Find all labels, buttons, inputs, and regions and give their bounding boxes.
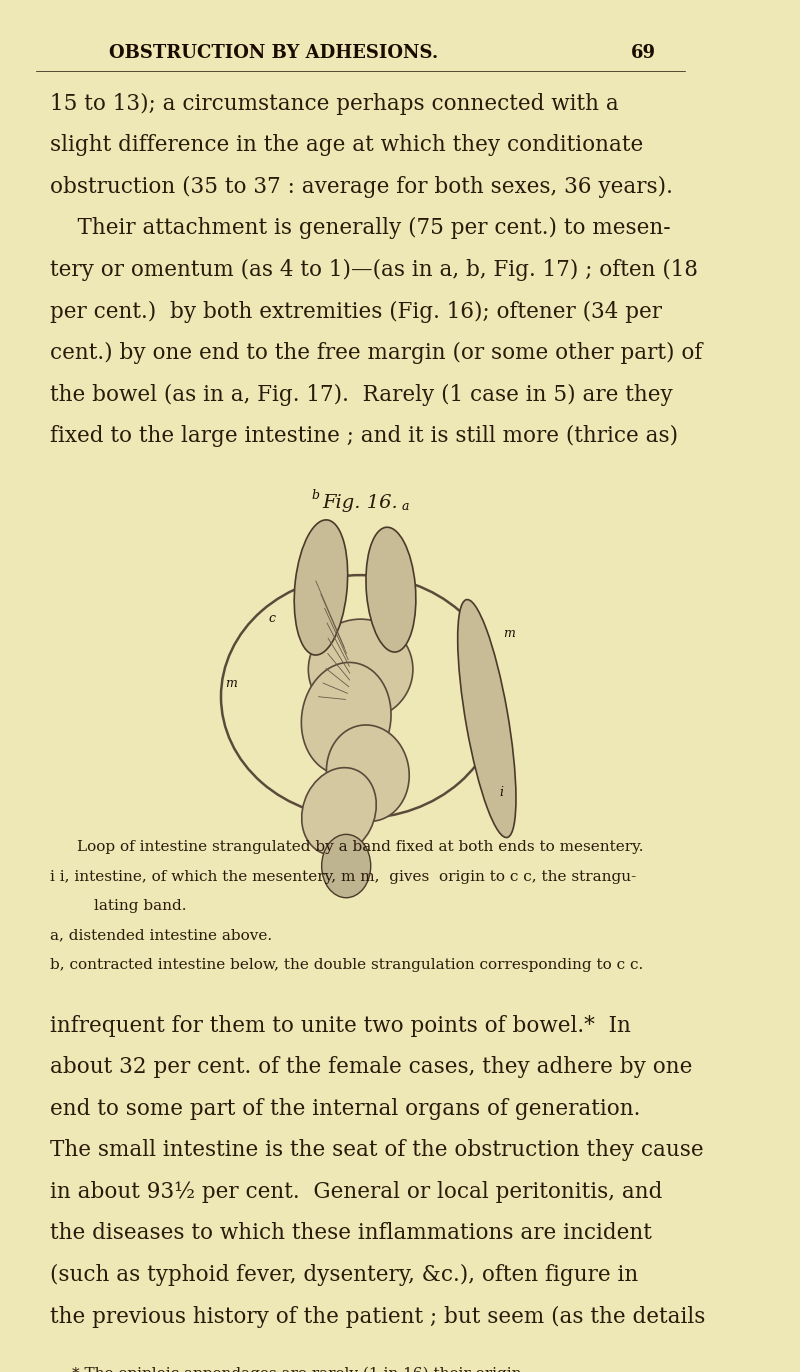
Text: fixed to the large intestine ; and it is still more (thrice as): fixed to the large intestine ; and it is… bbox=[50, 425, 678, 447]
Text: end to some part of the internal organs of generation.: end to some part of the internal organs … bbox=[50, 1098, 641, 1120]
Ellipse shape bbox=[326, 724, 410, 822]
Text: per cent.)  by both extremities (Fig. 16); oftener (34 per: per cent.) by both extremities (Fig. 16)… bbox=[50, 300, 662, 322]
Text: a: a bbox=[402, 501, 409, 513]
Text: cent.) by one end to the free margin (or some other part) of: cent.) by one end to the free margin (or… bbox=[50, 342, 703, 364]
Text: in about 93½ per cent.  General or local peritonitis, and: in about 93½ per cent. General or local … bbox=[50, 1181, 663, 1203]
Text: Loop of intestine strangulated by a band fixed at both ends to mesentery.: Loop of intestine strangulated by a band… bbox=[78, 840, 644, 855]
Text: m: m bbox=[503, 627, 515, 639]
Text: Their attachment is generally (75 per cent.) to mesen-: Their attachment is generally (75 per ce… bbox=[50, 217, 671, 240]
Text: i i, intestine, of which the mesentery, m m,  gives  origin to c c, the strangu-: i i, intestine, of which the mesentery, … bbox=[50, 870, 637, 884]
Text: about 32 per cent. of the female cases, they adhere by one: about 32 per cent. of the female cases, … bbox=[50, 1056, 693, 1078]
Text: slight difference in the age at which they conditionate: slight difference in the age at which th… bbox=[50, 134, 644, 156]
Text: the previous history of the patient ; but seem (as the details: the previous history of the patient ; bu… bbox=[50, 1306, 706, 1328]
Text: The small intestine is the seat of the obstruction they cause: The small intestine is the seat of the o… bbox=[50, 1139, 704, 1162]
Text: b: b bbox=[312, 490, 320, 502]
Ellipse shape bbox=[302, 663, 391, 775]
Text: a, distended intestine above.: a, distended intestine above. bbox=[50, 929, 273, 943]
Text: obstruction (35 to 37 : average for both sexes, 36 years).: obstruction (35 to 37 : average for both… bbox=[50, 176, 674, 198]
Text: b, contracted intestine below, the double strangulation corresponding to c c.: b, contracted intestine below, the doubl… bbox=[50, 958, 644, 973]
Ellipse shape bbox=[308, 619, 413, 720]
Ellipse shape bbox=[366, 527, 416, 652]
Text: (such as typhoid fever, dysentery, &c.), often figure in: (such as typhoid fever, dysentery, &c.),… bbox=[50, 1264, 638, 1286]
Text: m: m bbox=[225, 678, 237, 690]
Ellipse shape bbox=[294, 520, 348, 654]
Text: lating band.: lating band. bbox=[94, 899, 186, 914]
Text: tery or omentum (as 4 to 1)—(as in a, b, Fig. 17) ; often (18: tery or omentum (as 4 to 1)—(as in a, b,… bbox=[50, 259, 698, 281]
Ellipse shape bbox=[302, 768, 376, 855]
Text: 69: 69 bbox=[631, 44, 656, 62]
Text: c: c bbox=[269, 612, 275, 624]
Ellipse shape bbox=[458, 600, 516, 837]
Ellipse shape bbox=[322, 834, 370, 897]
Text: Fig. 16.: Fig. 16. bbox=[322, 494, 398, 512]
Text: * The epiploic appendages are rarely (1 in 16) their origin.: * The epiploic appendages are rarely (1 … bbox=[72, 1367, 526, 1372]
Text: OBSTRUCTION BY ADHESIONS.: OBSTRUCTION BY ADHESIONS. bbox=[110, 44, 438, 62]
Text: the diseases to which these inflammations are incident: the diseases to which these inflammation… bbox=[50, 1222, 652, 1244]
Text: infrequent for them to unite two points of bowel.*  In: infrequent for them to unite two points … bbox=[50, 1015, 631, 1037]
Text: i: i bbox=[499, 786, 503, 800]
Text: 15 to 13); a circumstance perhaps connected with a: 15 to 13); a circumstance perhaps connec… bbox=[50, 93, 619, 115]
Text: the bowel (as in a, Fig. 17).  Rarely (1 case in 5) are they: the bowel (as in a, Fig. 17). Rarely (1 … bbox=[50, 383, 674, 406]
